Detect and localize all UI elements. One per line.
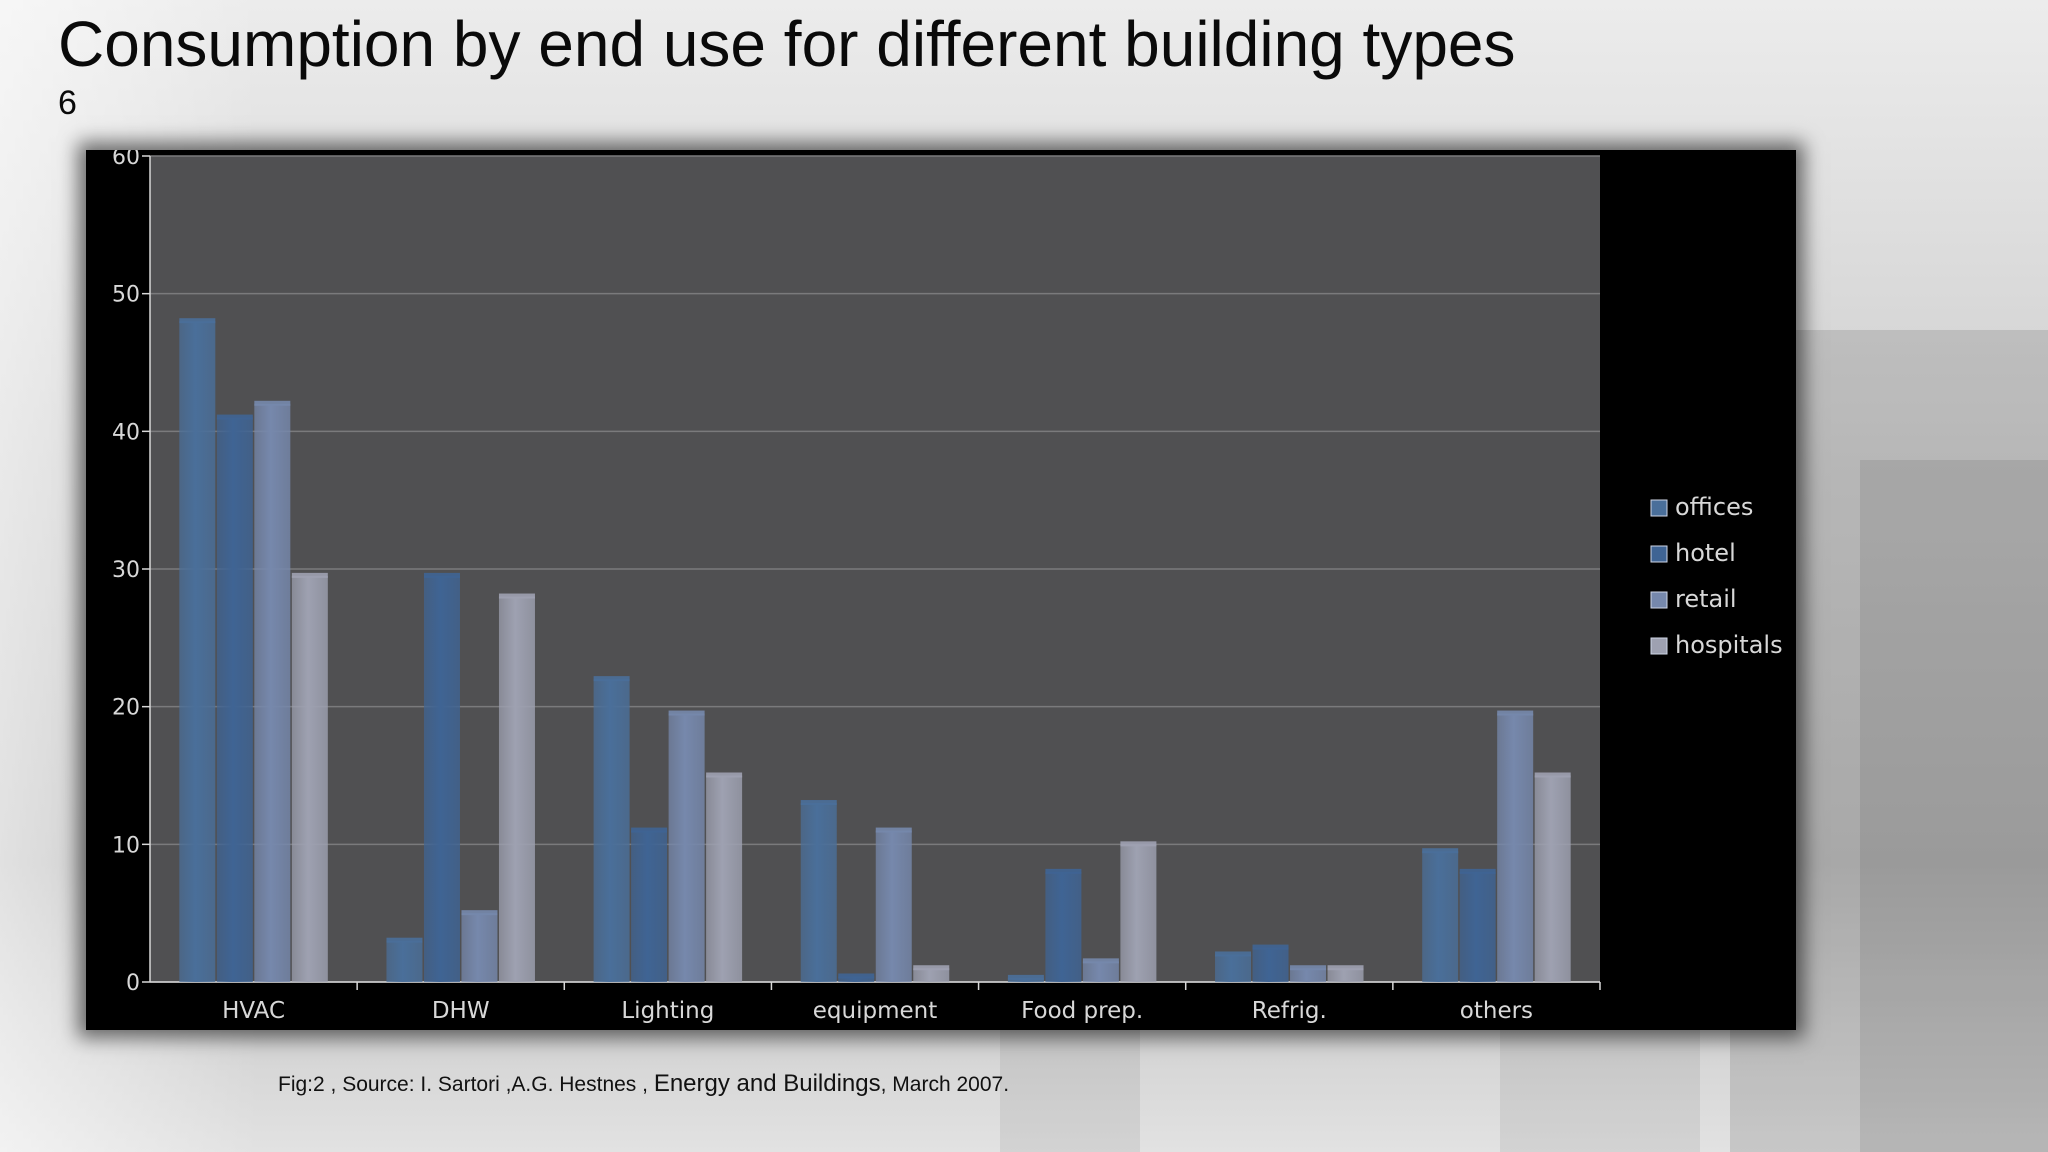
bar-hospitals-food-prep- bbox=[1120, 844, 1157, 982]
bar-cap bbox=[1045, 868, 1082, 874]
bar-cap bbox=[461, 910, 498, 916]
bar-hospitals-dhw bbox=[498, 596, 535, 982]
caption-date: , March 2007. bbox=[880, 1073, 1010, 1096]
legend-swatch-retail bbox=[1650, 591, 1668, 609]
bar-retail-lighting bbox=[668, 713, 705, 982]
bar-retail-food-prep- bbox=[1082, 961, 1119, 982]
y-tick-label: 0 bbox=[126, 971, 140, 996]
bar-cap bbox=[875, 827, 912, 833]
bar-cap bbox=[1007, 974, 1044, 980]
bar-offices-equipment bbox=[800, 803, 837, 982]
bar-offices-dhw bbox=[386, 940, 423, 982]
bar-hospitals-equipment bbox=[913, 968, 950, 982]
legend-swatch-hospitals bbox=[1650, 637, 1668, 655]
bar-cap bbox=[668, 710, 705, 716]
bar-cap bbox=[1327, 965, 1364, 971]
chart-frame: 0 10 20 30 40 50 60 HVAC DHW Lighting equipment Foo… bbox=[86, 150, 1796, 1030]
x-tick-label: equipment bbox=[813, 998, 937, 1024]
bar-hospitals-lighting bbox=[706, 775, 743, 982]
x-tick-label: Food prep. bbox=[1021, 998, 1143, 1024]
slide-number: 6 bbox=[58, 84, 77, 122]
bar-cap bbox=[1120, 841, 1157, 847]
x-tick-label: others bbox=[1460, 998, 1533, 1024]
caption-source: Fig:2 , Source: I. Sartori ,A.G. Hestnes… bbox=[278, 1073, 654, 1096]
bar-cap bbox=[498, 593, 535, 599]
y-tick-label: 30 bbox=[112, 558, 140, 583]
bar-retail-others bbox=[1497, 713, 1534, 982]
bar-cap bbox=[1290, 965, 1327, 971]
bar-cap bbox=[1534, 772, 1571, 778]
bar-offices-refrig- bbox=[1215, 954, 1252, 982]
bar-cap bbox=[631, 827, 668, 833]
bar-retail-dhw bbox=[461, 913, 498, 982]
bar-cap bbox=[216, 414, 253, 420]
bar-cap bbox=[913, 965, 950, 971]
legend-label-hotel: hotel bbox=[1675, 539, 1736, 567]
bar-cap bbox=[1459, 868, 1496, 874]
legend-label-hospitals: hospitals bbox=[1675, 631, 1783, 659]
y-tick-label: 50 bbox=[112, 283, 140, 308]
bar-cap bbox=[1252, 944, 1289, 950]
legend-label-offices: offices bbox=[1675, 493, 1753, 521]
bar-cap bbox=[386, 937, 423, 943]
bar-cap bbox=[593, 676, 630, 682]
x-tick-label: Lighting bbox=[621, 998, 714, 1024]
bar-hotel-others bbox=[1459, 871, 1496, 982]
bar-offices-hvac bbox=[179, 321, 216, 982]
bar-cap bbox=[1497, 710, 1534, 716]
bar-hospitals-hvac bbox=[291, 575, 328, 982]
y-tick-label: 60 bbox=[112, 150, 140, 170]
bar-retail-refrig- bbox=[1290, 968, 1327, 982]
bar-retail-equipment bbox=[875, 830, 912, 982]
bar-offices-others bbox=[1422, 851, 1459, 982]
x-tick-label: DHW bbox=[432, 998, 490, 1024]
slide-title: Consumption by end use for different bui… bbox=[58, 8, 1516, 80]
bar-cap bbox=[800, 800, 837, 806]
bar-cap bbox=[423, 572, 460, 578]
x-tick-label: HVAC bbox=[222, 998, 285, 1024]
legend-label-retail: retail bbox=[1675, 585, 1737, 613]
bar-cap bbox=[1215, 951, 1252, 957]
bar-cap bbox=[838, 973, 875, 979]
bar-cap bbox=[1422, 848, 1459, 854]
bar-hotel-hvac bbox=[216, 417, 253, 983]
bar-hospitals-others bbox=[1534, 775, 1571, 982]
bar-hotel-equipment bbox=[838, 976, 875, 982]
bar-offices-lighting bbox=[593, 679, 630, 982]
figure-caption: Fig:2 , Source: I. Sartori ,A.G. Hestnes… bbox=[278, 1070, 1009, 1098]
bar-hotel-refrig- bbox=[1252, 947, 1289, 982]
y-tick-label: 10 bbox=[112, 833, 140, 858]
y-tick-label: 40 bbox=[112, 420, 140, 445]
bar-hotel-dhw bbox=[423, 575, 460, 982]
bar-hotel-food-prep- bbox=[1045, 871, 1082, 982]
bar-retail-hvac bbox=[254, 403, 291, 982]
legend-swatch-offices bbox=[1650, 499, 1668, 517]
bar-chart: 0 10 20 30 40 50 60 HVAC DHW Lighting equipment Foo… bbox=[112, 150, 1783, 1024]
x-tick-label: Refrig. bbox=[1252, 998, 1327, 1024]
y-tick-label: 20 bbox=[112, 696, 140, 721]
bar-cap bbox=[291, 572, 328, 578]
bar-cap bbox=[1082, 958, 1119, 964]
bar-cap bbox=[254, 400, 291, 406]
bar-offices-food-prep- bbox=[1007, 977, 1044, 982]
bar-cap bbox=[179, 318, 216, 324]
bar-hotel-lighting bbox=[631, 830, 668, 982]
bar-hospitals-refrig- bbox=[1327, 968, 1364, 982]
caption-journal: Energy and Buildings bbox=[653, 1070, 881, 1097]
legend-swatch-hotel bbox=[1650, 545, 1668, 563]
bar-cap bbox=[706, 772, 743, 778]
